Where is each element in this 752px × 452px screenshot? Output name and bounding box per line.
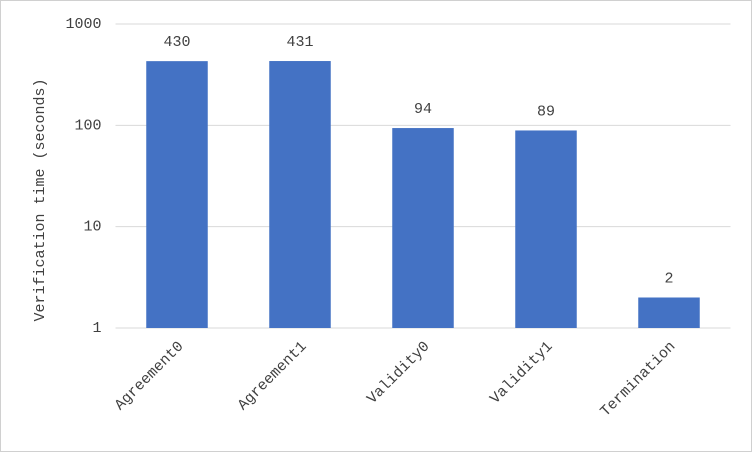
bar	[515, 130, 577, 328]
bar	[269, 61, 331, 328]
y-axis-title: Verification time (seconds)	[32, 78, 49, 321]
y-tick-label: 10	[83, 219, 101, 236]
value-label: 89	[537, 103, 555, 120]
y-tick-label: 1	[92, 320, 101, 337]
bar	[638, 297, 700, 328]
value-label: 2	[664, 270, 673, 287]
y-tick-label: 100	[74, 117, 101, 134]
value-label: 430	[163, 34, 190, 51]
bar	[146, 61, 208, 328]
value-label: 431	[286, 34, 313, 51]
bar	[392, 128, 454, 328]
y-tick-label: 1000	[65, 16, 101, 33]
value-label: 94	[414, 101, 432, 118]
